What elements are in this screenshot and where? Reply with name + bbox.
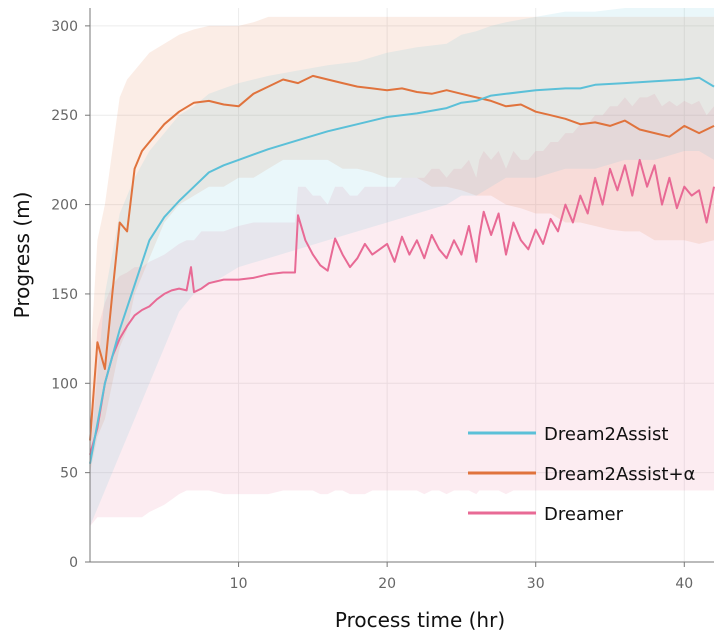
- y-tick-label: 200: [51, 198, 78, 214]
- confidence-bands: [90, 8, 714, 527]
- x-tick-label: 30: [527, 576, 545, 592]
- y-tick-label: 100: [51, 376, 78, 392]
- series-band: [90, 93, 714, 527]
- tick-labels: 0 50 100 150 200 250 300 10 20 30 40: [51, 19, 693, 592]
- y-tick-label: 0: [69, 555, 78, 571]
- series-line: [89, 74, 715, 441]
- y-tick-label: 150: [51, 287, 78, 303]
- series-line: [89, 76, 715, 464]
- legend: Dream2Assist Dream2Assist+α Dreamer: [468, 424, 695, 525]
- legend-label: Dreamer: [544, 504, 624, 525]
- legend-label: Dream2Assist+α: [544, 464, 695, 485]
- axes: [85, 8, 714, 567]
- legend-label: Dream2Assist: [544, 424, 668, 445]
- series-band: [90, 16, 714, 473]
- series-band: [90, 8, 714, 527]
- y-tick-label: 250: [51, 108, 78, 124]
- x-axis-title: Process time (hr): [335, 608, 505, 632]
- x-tick-label: 10: [230, 576, 248, 592]
- x-tick-label: 40: [675, 576, 693, 592]
- x-tick-label: 20: [378, 576, 396, 592]
- series-line: [89, 158, 715, 456]
- y-tick-label: 300: [51, 19, 78, 35]
- y-axis-title: Progress (m): [10, 192, 34, 319]
- series-lines: [89, 74, 715, 464]
- y-tick-label: 50: [60, 466, 78, 482]
